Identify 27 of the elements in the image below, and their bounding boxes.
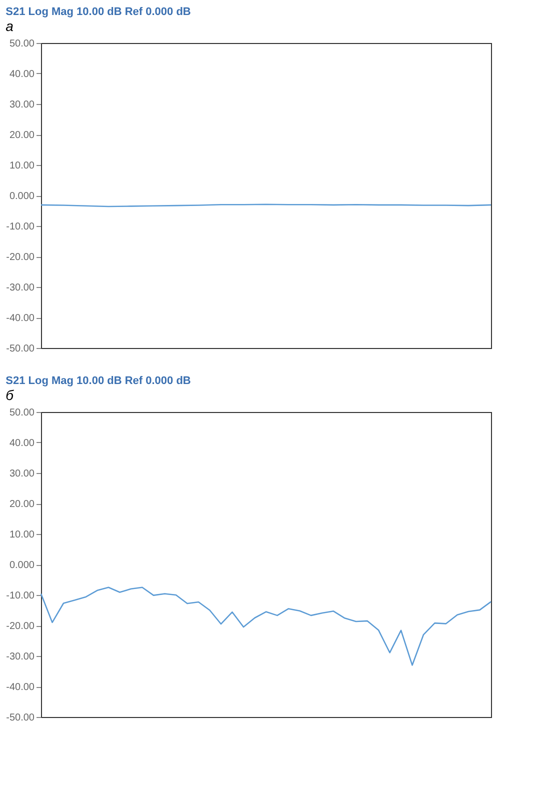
chart-title: S21 Log Mag 10.00 dB Ref 0.000 dB (6, 375, 191, 387)
y-tick-label: 40.00 (9, 438, 35, 449)
y-tick-label: 40.00 (9, 69, 35, 80)
y-tick-label: 20.00 (9, 130, 35, 141)
chart-title: S21 Log Mag 10.00 dB Ref 0.000 dB (6, 6, 191, 18)
chart-subtitle: б (6, 387, 15, 403)
y-tick-label: -30.00 (6, 282, 35, 294)
y-tick-label: 10.00 (9, 160, 35, 172)
y-tick-label: 10.00 (9, 530, 35, 540)
y-tick-label: 0.000 (9, 560, 35, 571)
y-tick-label: 30.00 (9, 100, 35, 110)
line-series (40, 586, 492, 666)
y-tick-label: -20.00 (6, 252, 35, 263)
y-tick-label: -50.00 (6, 712, 35, 724)
y-tick-label: -30.00 (6, 652, 35, 662)
y-tick-label: -10.00 (6, 590, 35, 602)
y-tick-label: 50.00 (9, 38, 35, 50)
y-tick-label: 30.00 (9, 468, 35, 480)
y-tick-label: -40.00 (6, 313, 35, 324)
y-tick-label: -10.00 (6, 222, 35, 232)
chart-subtitle: a (6, 18, 14, 34)
y-tick-label: 20.00 (9, 499, 35, 510)
y-tick-label: 50.00 (9, 408, 35, 418)
y-tick-label: -20.00 (6, 621, 35, 632)
y-tick-label: -40.00 (6, 682, 35, 693)
y-tick-label: -50.00 (6, 344, 35, 354)
y-tick-label: 0.000 (9, 191, 35, 202)
